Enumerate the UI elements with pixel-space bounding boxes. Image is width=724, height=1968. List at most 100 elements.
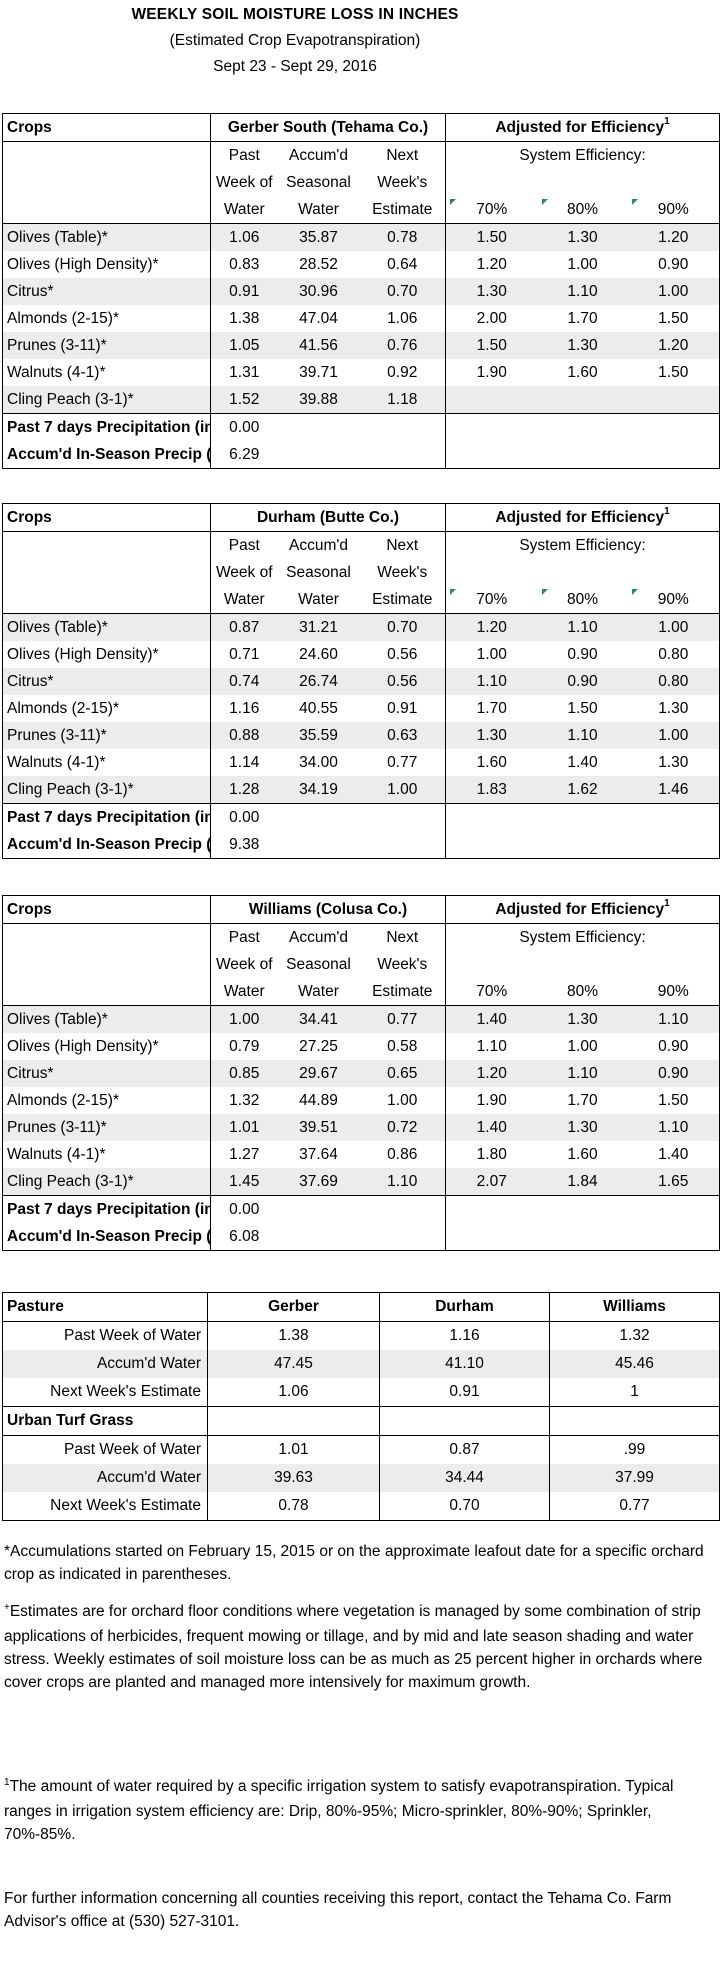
table-row: Cling Peach (3-1)* 1.28 34.19 1.00 1.83 1.62 1…	[2, 776, 720, 804]
value-cell: 45.46	[549, 1350, 720, 1378]
value-cell: 1.84	[537, 1168, 628, 1196]
precip-7day-value: 0.00	[210, 803, 278, 831]
crop-name: Citrus*	[2, 668, 211, 695]
value-cell: 0.91	[210, 278, 278, 305]
col-accum-header: Water	[298, 201, 339, 218]
precip-7day-value: 0.00	[210, 1195, 278, 1223]
blank-cell	[2, 531, 211, 559]
value-cell: 1.50	[567, 700, 598, 717]
value-cell: 1.28	[210, 776, 278, 804]
value-cell: 0.80	[627, 668, 720, 695]
value-cell: 39.63	[207, 1464, 380, 1492]
table-row: Prunes (3-11)* 1.05 41.56 0.76 1.50 1.30 1.20	[2, 332, 720, 359]
pasture-location-header: Gerber	[207, 1292, 380, 1322]
adjusted-header: Adjusted for Efficiency1	[445, 503, 720, 532]
col-next-header: Week's	[377, 956, 428, 973]
value-cell: 1	[549, 1378, 720, 1407]
value-cell: 1.30	[658, 700, 689, 717]
pasture-turf-table: Pasture Gerber Durham Williams Past Week of …	[2, 1292, 720, 1521]
value-cell: 0.90	[567, 646, 598, 663]
value-cell: 1.40	[658, 1146, 689, 1163]
value-cell: 1.00	[567, 1038, 598, 1055]
value-cell: 29.67	[277, 1060, 360, 1087]
value-cell: 39.88	[277, 386, 360, 414]
value-cell: 1.30	[537, 223, 628, 251]
eff-80-header: 80%	[566, 983, 599, 1000]
blank-cell	[3, 978, 211, 1006]
value-cell: 1.01	[207, 1435, 380, 1464]
value-cell: 1.10	[537, 1060, 628, 1087]
table-row: Almonds (2-15)* 1.16 40.55 0.91 1.70 1.50 1.30	[3, 695, 720, 722]
blank-cell	[3, 196, 211, 224]
value-cell: 0.86	[387, 1146, 418, 1163]
value-cell: 1.46	[627, 776, 720, 804]
page-subtitle: (Estimated Crop Evapotranspiration)	[169, 32, 421, 49]
precip-7day-label: Past 7 days Precipitation (in)	[2, 413, 211, 441]
blank-cell	[444, 413, 720, 469]
value-cell: 1.10	[627, 1005, 720, 1033]
pasture-title: Pasture	[2, 1292, 208, 1322]
value-cell: 1.10	[537, 613, 628, 641]
col-next-header: Estimate	[372, 591, 433, 608]
crop-name: Walnuts (4-1)*	[7, 364, 106, 381]
col-next-header: Next	[359, 141, 446, 169]
value-cell: 1.70	[567, 310, 598, 327]
table-row: Walnuts (4-1)* 1.27 37.64 0.86 1.80 1.60 1.40	[3, 1141, 720, 1168]
footnote-accumulation: *Accumulations started on February 15, 2…	[4, 1543, 704, 1583]
value-cell: 1.20	[627, 223, 720, 251]
value-cell: 0.77	[359, 1005, 446, 1033]
value-cell: 1.60	[567, 364, 598, 381]
value-cell: 1.00	[627, 722, 720, 749]
value-cell: 0.88	[210, 722, 278, 749]
col-accum-header: Seasonal	[286, 956, 351, 973]
value-cell: 1.60	[567, 1146, 598, 1163]
table-row: Accum'd Water 39.63 34.44 37.99	[2, 1464, 720, 1492]
eff-70-header: 70%	[445, 586, 538, 614]
col-past-header: Week of	[210, 951, 278, 978]
col-next-header: Week's	[377, 174, 428, 191]
col-accum-header: Seasonal	[286, 174, 351, 191]
value-cell: 0.58	[387, 1038, 418, 1055]
value-cell: 0.63	[359, 722, 446, 749]
blank-cell	[3, 951, 211, 978]
precip-7day-value: 0.00	[210, 413, 278, 441]
value-cell: 35.87	[277, 223, 360, 251]
value-cell: 0.90	[658, 1038, 689, 1055]
row-label: Past Week of Water	[2, 1321, 208, 1350]
value-cell: 44.89	[299, 1092, 338, 1109]
table-row: Next Week's Estimate 0.78 0.70 0.77	[2, 1492, 720, 1521]
value-cell	[445, 386, 538, 414]
col-accum-header: Accum'd	[277, 141, 360, 169]
value-cell: 1.50	[658, 364, 689, 381]
value-cell: 41.56	[277, 332, 360, 359]
value-cell: 1.30	[445, 278, 538, 305]
value-cell: 0.90	[658, 256, 689, 273]
value-cell: 0.74	[210, 668, 278, 695]
value-cell: 1.50	[658, 310, 689, 327]
value-cell: 39.51	[277, 1114, 360, 1141]
table-row: Almonds (2-15)* 1.32 44.89 1.00 1.90 1.70 1.50	[3, 1087, 720, 1114]
value-cell: 1.00	[359, 776, 446, 804]
value-cell: 0.85	[210, 1060, 278, 1087]
value-cell: 1.00	[627, 613, 720, 641]
precip-season-label: Accum'd In-Season Precip (in)	[7, 836, 211, 853]
crops-header: Crops	[7, 901, 52, 918]
value-cell: 1.30	[658, 754, 689, 771]
location-header: Gerber South (Tehama Co.)	[210, 113, 446, 142]
crop-name: Olives (High Density)*	[7, 1038, 159, 1055]
value-cell: 1.10	[627, 1114, 720, 1141]
blank-cell	[549, 1406, 720, 1436]
col-past-header: Week of	[210, 169, 278, 196]
col-next-header: Next	[359, 531, 446, 559]
value-cell: 34.00	[299, 754, 338, 771]
value-cell: 0.91	[387, 700, 418, 717]
value-cell: 31.21	[277, 613, 360, 641]
table-row: Past Week of Water 1.01 0.87.99	[2, 1435, 720, 1464]
value-cell: 1.05	[210, 332, 278, 359]
value-cell: 0.83	[210, 251, 278, 278]
value-cell: 1.00	[445, 641, 538, 668]
value-cell: 0.79	[210, 1033, 278, 1060]
crop-table: Crops Durham (Butte Co.) Adjusted for Effi…	[2, 503, 721, 859]
value-cell: 0.92	[387, 364, 418, 381]
value-cell: 1.00	[387, 1092, 418, 1109]
